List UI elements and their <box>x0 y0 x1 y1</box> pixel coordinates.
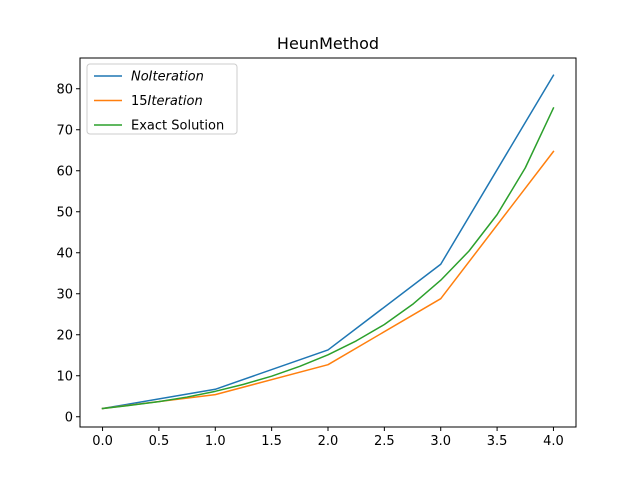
legend-label-0: NoIteration <box>131 70 204 85</box>
series-line-2 <box>101 107 555 410</box>
x-tick-label: 4.0 <box>543 434 564 449</box>
legend: NoIteration 15Iteration Exact Solution <box>86 63 238 135</box>
x-tick-label: 0.5 <box>149 434 170 449</box>
y-tick-label: 20 <box>56 328 73 343</box>
legend-label-2: Exact Solution <box>131 119 224 134</box>
y-tick-label: 10 <box>56 369 73 384</box>
plot-lines <box>101 74 555 410</box>
legend-box <box>86 63 238 135</box>
legend-label-main: Exact Solution <box>131 119 224 134</box>
y-tick-label: 30 <box>56 287 73 302</box>
y-tick-label: 80 <box>56 82 73 97</box>
y-axis: 0 10 20 30 40 50 60 70 80 <box>56 82 80 425</box>
y-tick-label: 50 <box>56 205 73 220</box>
x-axis: 0.0 0.5 1.0 1.5 2.0 2.5 3.0 3.5 4.0 <box>92 427 564 449</box>
x-tick-label: 2.5 <box>374 434 395 449</box>
legend-label-italic: Iteration <box>148 94 203 109</box>
x-tick-label: 1.0 <box>205 434 226 449</box>
x-tick-label: 3.0 <box>430 434 451 449</box>
series-line-0 <box>101 74 555 410</box>
x-tick-label: 3.5 <box>487 434 508 449</box>
x-tick-label: 1.5 <box>261 434 282 449</box>
legend-label-italic: NoIteration <box>131 70 204 85</box>
y-tick-label: 70 <box>56 123 73 138</box>
legend-label-main: 15 <box>131 94 148 109</box>
legend-label-1: 15Iteration <box>131 94 203 109</box>
y-tick-label: 60 <box>56 164 73 179</box>
x-tick-label: 0.0 <box>92 434 113 449</box>
y-tick-label: 0 <box>65 410 73 425</box>
chart-title: HeunMethod <box>277 34 379 53</box>
y-tick-label: 40 <box>56 246 73 261</box>
x-tick-label: 2.0 <box>318 434 339 449</box>
